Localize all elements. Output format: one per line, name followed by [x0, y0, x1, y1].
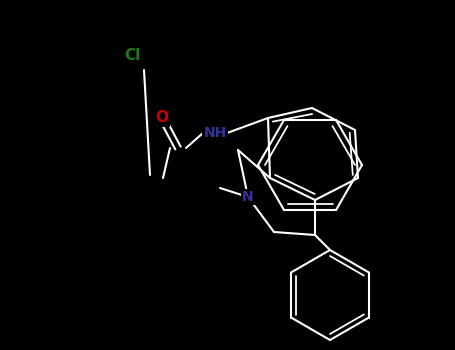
- Text: Cl: Cl: [124, 48, 140, 63]
- Text: N: N: [242, 190, 254, 204]
- Text: NH: NH: [203, 126, 227, 140]
- Text: O: O: [156, 111, 168, 126]
